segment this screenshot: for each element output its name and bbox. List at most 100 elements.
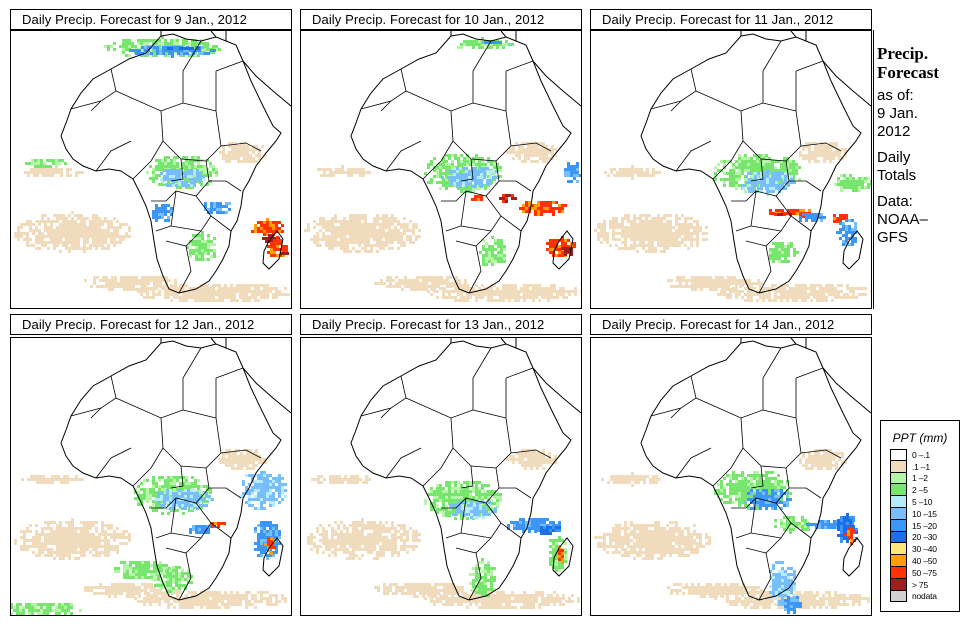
precip-cell (639, 220, 642, 223)
precip-cell (736, 279, 739, 282)
precip-cell (784, 254, 787, 257)
precip-cell (520, 287, 523, 290)
precip-cell (131, 45, 134, 48)
precip-cell (442, 172, 445, 175)
precip-cell (790, 178, 793, 181)
precip-cell (86, 530, 89, 533)
precip-cell (567, 165, 570, 168)
precip-cell (89, 232, 92, 235)
precip-cell (126, 282, 129, 285)
precip-cell (786, 299, 789, 302)
precip-cell (849, 186, 852, 189)
precip-cell (453, 170, 456, 173)
precip-cell (74, 545, 77, 548)
precip-cell (56, 530, 59, 533)
precip-cell (113, 217, 116, 220)
precip-cell (415, 226, 418, 229)
precip-cell (781, 209, 784, 212)
precip-cell (152, 174, 155, 177)
precip-cell (463, 157, 466, 160)
precip-cell (236, 287, 239, 290)
precip-cell (373, 220, 376, 223)
precip-cell (793, 209, 796, 212)
precip-cell (132, 589, 135, 592)
precip-cell (204, 202, 207, 205)
precip-cell (177, 49, 180, 52)
precip-cell (769, 187, 772, 190)
precip-cell (842, 228, 845, 231)
precip-cell (640, 168, 643, 171)
precip-cell (251, 296, 254, 299)
precip-cell (251, 597, 254, 600)
precip-cell (735, 178, 738, 181)
precip-cell (547, 290, 550, 293)
precip-cell (101, 247, 104, 250)
precip-cell (738, 184, 741, 187)
precip-cell (26, 238, 29, 241)
precip-cell (140, 600, 143, 603)
precip-cell (254, 299, 257, 302)
precip-cell (751, 190, 754, 193)
precip-cell (104, 551, 107, 554)
precip-cell (762, 160, 765, 163)
precip-cell (843, 177, 846, 180)
precip-cell (89, 533, 92, 536)
precip-cell (570, 165, 573, 168)
precip-cell (47, 232, 50, 235)
precip-cell (158, 207, 161, 210)
precip-cell (116, 551, 119, 554)
precip-cell (439, 181, 442, 184)
precip-cell (113, 530, 116, 533)
precip-cell (68, 247, 71, 250)
precip-cell (657, 220, 660, 223)
precip-cell (765, 163, 768, 166)
precip-cell (823, 154, 826, 157)
precip-cell (71, 518, 74, 521)
precip-cell (472, 190, 475, 193)
precip-cell (769, 251, 772, 254)
precip-cell (195, 246, 198, 249)
precip-cell (104, 545, 107, 548)
precip-cell (424, 172, 427, 175)
precip-cell (234, 455, 237, 458)
precip-cell (681, 241, 684, 244)
precip-cell (645, 238, 648, 241)
precip-cell (696, 226, 699, 229)
precip-cell (732, 175, 735, 178)
precip-cell (272, 230, 275, 233)
precip-cell (855, 287, 858, 290)
precip-cell (660, 241, 663, 244)
precip-cell (212, 600, 215, 603)
precip-cell (213, 255, 216, 258)
precip-cell (71, 232, 74, 235)
precip-cell (352, 235, 355, 238)
precip-cell (684, 235, 687, 238)
precip-cell (606, 235, 609, 238)
precip-cell (681, 226, 684, 229)
precip-cell (346, 238, 349, 241)
precip-cell (156, 589, 159, 592)
precip-cell (205, 504, 208, 507)
precip-cell (228, 458, 231, 461)
precip-cell (140, 54, 143, 57)
precip-cell (367, 229, 370, 232)
precip-cell (814, 160, 817, 163)
precip-cell (170, 476, 173, 479)
precip-cell (855, 183, 858, 186)
precip-cell (748, 184, 751, 187)
precip-cell (206, 293, 209, 296)
precip-cell (621, 229, 624, 232)
precip-cell (84, 589, 87, 592)
precip-cell (174, 49, 177, 52)
precip-cell (155, 42, 158, 45)
precip-cell (804, 290, 807, 293)
precip-cell (74, 247, 77, 250)
precip-cell (744, 178, 747, 181)
precip-cell (846, 296, 849, 299)
precip-cell (95, 226, 98, 229)
precip-cell (654, 247, 657, 250)
precip-cell (520, 296, 523, 299)
precip-cell (548, 148, 551, 151)
precip-cell (613, 168, 616, 171)
precip-cell (851, 237, 854, 240)
